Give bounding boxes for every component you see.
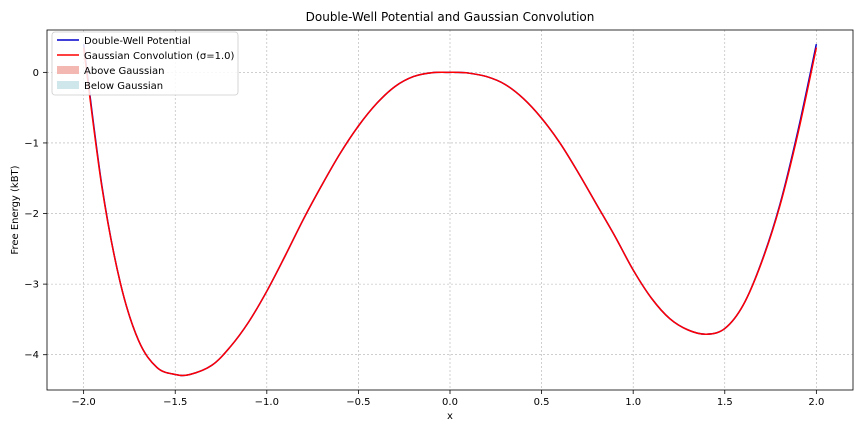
y-tick-label: −2 — [24, 209, 39, 220]
y-axis-label: Free Energy (kBT) — [10, 165, 21, 254]
x-tick-label: −1.0 — [255, 397, 279, 408]
legend-label-double-well: Double-Well Potential — [84, 36, 191, 47]
y-tick-label: 0 — [33, 68, 39, 79]
y-axis-ticks: 0 −1 −2 −3 −4 — [24, 68, 47, 361]
legend-label-above-gaussian: Above Gaussian — [84, 66, 164, 77]
series-line-gaussian-convolution — [82, 47, 818, 377]
legend-swatch-below-gaussian — [57, 81, 79, 89]
x-tick-label: 2.0 — [808, 397, 824, 408]
x-tick-label: 0.5 — [534, 397, 550, 408]
y-tick-label: −1 — [24, 138, 39, 149]
x-tick-label: 0.0 — [442, 397, 458, 408]
y-tick-label: −4 — [24, 350, 39, 361]
legend-label-below-gaussian: Below Gaussian — [84, 81, 163, 92]
y-tick-label: −3 — [24, 280, 39, 291]
x-axis-ticks: −2.0 −1.5 −1.0 −0.5 0.0 0.5 1.0 1.5 2.0 — [71, 390, 824, 408]
x-tick-label: 1.0 — [625, 397, 641, 408]
x-tick-label: −1.5 — [163, 397, 187, 408]
x-axis-label: x — [447, 411, 453, 422]
legend-swatch-above-gaussian — [57, 66, 79, 74]
legend: Double-Well Potential Gaussian Convoluti… — [51, 31, 239, 96]
x-tick-label: −2.0 — [71, 397, 95, 408]
legend-frame — [51, 31, 239, 96]
series-lines — [82, 43, 818, 377]
x-tick-label: 1.5 — [717, 397, 733, 408]
x-tick-label: −0.5 — [346, 397, 370, 408]
chart-title: Double-Well Potential and Gaussian Convo… — [306, 10, 595, 24]
legend-label-gaussian-convolution: Gaussian Convolution (σ=1.0) — [84, 51, 235, 62]
